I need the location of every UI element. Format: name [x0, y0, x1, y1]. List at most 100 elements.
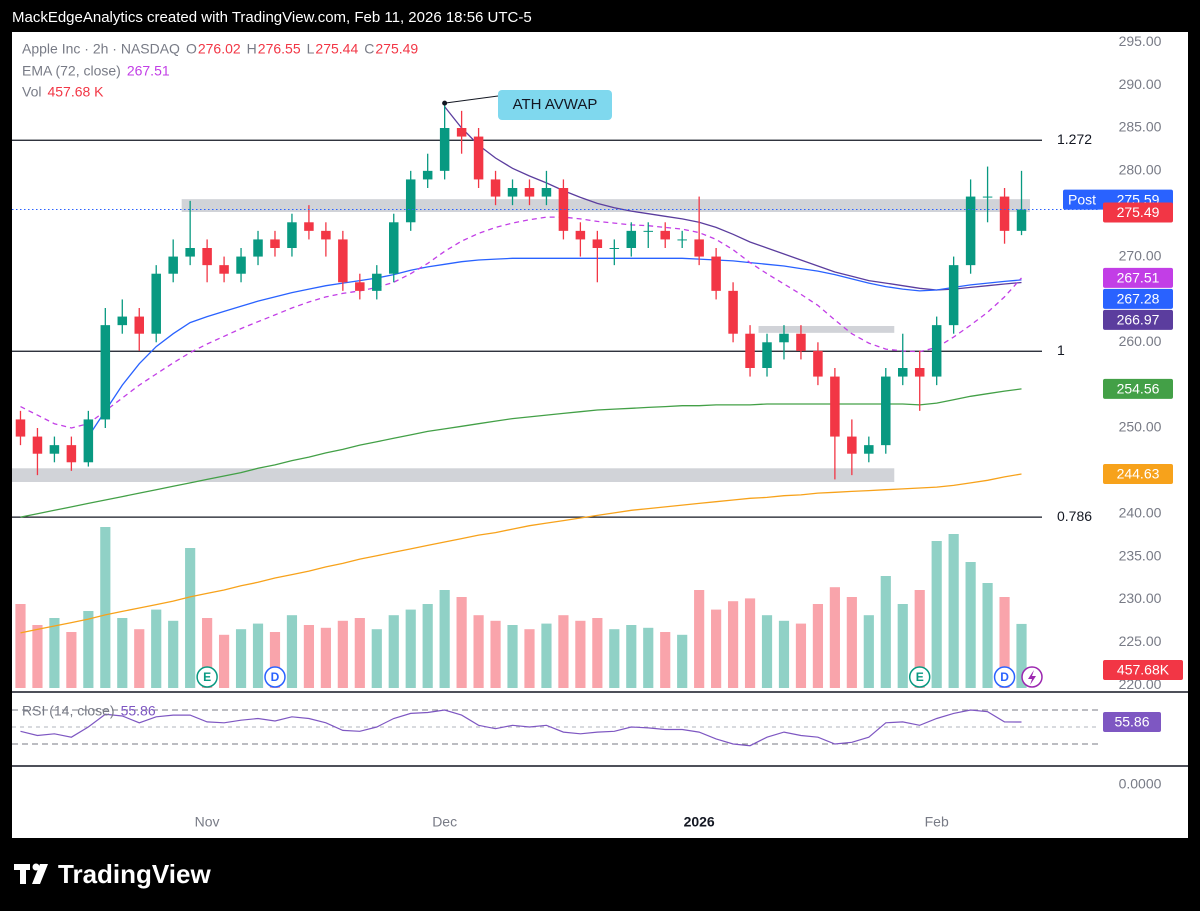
zone	[758, 326, 895, 333]
volume-bar	[897, 604, 908, 688]
fib-label: 0.786	[1057, 508, 1092, 524]
volume-bar	[711, 609, 722, 688]
candle-body	[83, 419, 94, 463]
candle-body	[796, 333, 806, 351]
volume-bar	[405, 609, 416, 688]
volume-bar	[49, 618, 60, 688]
candle-body	[745, 333, 755, 368]
fib-label: 1.272	[1057, 131, 1092, 147]
candle-body	[711, 256, 721, 291]
volume-bar	[286, 615, 298, 688]
event-label: E	[203, 670, 211, 684]
volume-bar	[863, 615, 874, 688]
chart-panel	[12, 32, 1188, 838]
candle-body	[15, 419, 26, 437]
event-badge	[993, 666, 1016, 688]
candle-body	[355, 282, 365, 291]
legend-text: C	[364, 41, 374, 57]
volume-bar	[694, 590, 705, 688]
price-box	[1103, 464, 1173, 485]
candle-body	[151, 273, 161, 334]
indicator-line	[444, 106, 1022, 291]
annotation-box	[498, 90, 612, 120]
price-box-label: 267.51	[1117, 270, 1160, 286]
lower-pane-tick: 0.0000	[1119, 776, 1162, 792]
rsi-line	[20, 709, 1022, 747]
volume-bar	[388, 615, 399, 688]
volume-bar	[592, 618, 603, 688]
legend-text: EMA (72, close)	[22, 63, 121, 79]
volume-bar	[727, 601, 739, 688]
y-tick-label: 235.00	[1119, 547, 1162, 563]
last-price-label: 275.49	[1117, 204, 1160, 220]
candle-body	[236, 256, 246, 274]
candle-body	[965, 196, 976, 266]
price-box	[1103, 309, 1173, 330]
volume-bar	[337, 620, 348, 688]
legend-text: 55.86	[121, 703, 156, 719]
legend-text: RSI (14, close)	[22, 703, 115, 719]
candle-body	[253, 239, 263, 257]
x-tick-label: 2026	[684, 814, 715, 830]
candle-body	[626, 230, 637, 248]
candle-body	[864, 445, 874, 454]
legend-text: H	[247, 41, 257, 57]
candle-body	[830, 376, 840, 437]
legend-text: 457.68 K	[47, 84, 104, 100]
event-badge	[264, 666, 286, 688]
y-tick-label: 290.00	[1119, 76, 1162, 92]
candle-body	[473, 136, 484, 180]
candle-body	[100, 325, 111, 420]
volume-bar	[558, 615, 569, 688]
candle-body	[762, 342, 772, 368]
candle-body	[779, 333, 789, 343]
volume-bar	[575, 620, 586, 688]
x-tick-label: Dec	[432, 814, 457, 830]
legend-text: Vol	[22, 84, 41, 100]
volume-bar	[422, 604, 433, 688]
indicator-line	[20, 216, 1022, 429]
volume-bar	[117, 618, 128, 688]
volume-bar	[914, 590, 925, 688]
volume-bar	[168, 620, 179, 688]
y-tick-label: 250.00	[1119, 419, 1162, 435]
volume-bar	[269, 632, 281, 688]
volume-bar	[32, 625, 43, 688]
volume-box	[1103, 660, 1183, 680]
volume-bar	[812, 604, 824, 688]
candle-body	[507, 188, 518, 197]
indicator-line	[87, 257, 1022, 437]
volume-bar	[100, 527, 111, 688]
candle-body	[677, 239, 687, 241]
candle-body	[422, 170, 433, 180]
footer-logo	[14, 863, 48, 884]
volume-bar	[83, 611, 94, 688]
candle-body	[1016, 209, 1027, 231]
volume-bar	[677, 634, 688, 688]
volume-bar	[151, 609, 162, 688]
candle-body	[456, 128, 467, 137]
legend-text: 276.02	[198, 41, 241, 57]
legend-text: 275.44	[315, 41, 358, 57]
last-price-box	[1103, 202, 1173, 223]
volume-bar	[829, 587, 840, 688]
legend-text: O	[186, 41, 197, 57]
candle-body	[728, 290, 738, 334]
volume-bar	[524, 629, 535, 688]
legend-text: 267.51	[127, 63, 170, 79]
volume-bar	[880, 576, 891, 688]
candle-body	[388, 222, 399, 274]
candle-body	[202, 248, 212, 266]
annotation-text: ATH AVWAP	[513, 96, 598, 113]
candle-body	[49, 445, 60, 454]
price-box-label: 267.28	[1117, 291, 1160, 307]
candle-body	[897, 368, 908, 377]
volume-bar	[846, 597, 857, 688]
volume-bar	[15, 604, 26, 688]
candle-body	[287, 222, 297, 248]
rsi-box-label: 55.86	[1114, 714, 1149, 730]
volume-bar	[490, 620, 501, 688]
candle-body	[372, 273, 382, 291]
